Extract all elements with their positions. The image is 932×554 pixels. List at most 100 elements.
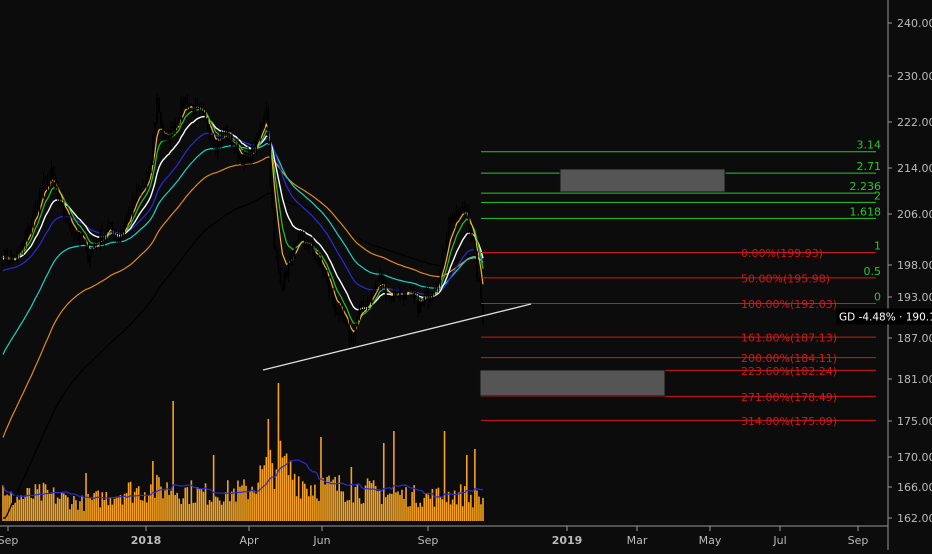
x-tick-label: Mar [627, 534, 648, 547]
volume-bar [6, 494, 8, 521]
price-candles-layer [2, 93, 484, 347]
volume-bar [160, 486, 162, 521]
price-candle [228, 129, 231, 144]
price-candle [103, 229, 106, 248]
volume-bar [474, 449, 476, 521]
price-candle [253, 141, 256, 159]
price-candle [18, 246, 21, 259]
price-candle [149, 159, 152, 174]
volume-bar [366, 478, 369, 521]
fib-ratio-label: 2 [874, 189, 881, 202]
fib-ratio-label: 1.618 [850, 205, 882, 218]
volume-bar [36, 489, 39, 521]
price-candle [313, 245, 316, 261]
volume-bar [358, 498, 361, 521]
volume-layer [2, 383, 484, 521]
price-candle [451, 212, 454, 222]
volume-bar [196, 487, 199, 521]
volume-bar [129, 481, 132, 521]
price-candle [295, 240, 298, 246]
volume-bar [231, 491, 233, 521]
price-candle [208, 124, 211, 145]
last-price-label: GD -4.48% · 190.14 [839, 311, 932, 323]
volume-bar [356, 484, 359, 521]
volume-bar [338, 475, 341, 521]
volume-bar [60, 492, 63, 521]
price-candle [263, 112, 266, 129]
volume-bar [180, 503, 183, 521]
price-candle [271, 178, 274, 210]
price-candle [56, 182, 59, 205]
price-candle [354, 321, 357, 345]
volume-bar [303, 483, 306, 521]
price-candle [283, 270, 286, 291]
volume-bar [287, 475, 290, 521]
price-candle [437, 279, 440, 293]
volume-bar [247, 499, 249, 521]
volume-bar [291, 479, 294, 521]
price-candle [141, 179, 144, 187]
volume-bar [382, 443, 385, 521]
price-candle [249, 150, 251, 167]
price-candle [4, 248, 6, 264]
price-candle [26, 222, 29, 242]
y-tick-label: 166.00 [897, 481, 932, 494]
volume-bar [2, 485, 4, 521]
volume-bar [368, 480, 371, 521]
price-candle [239, 155, 241, 161]
last-price-tag [836, 308, 932, 325]
volume-bar [281, 457, 284, 521]
price-candle [48, 171, 51, 191]
annotations-layer [262, 303, 532, 371]
volume-bar [340, 491, 343, 521]
price-candle [425, 286, 428, 299]
price-candle [401, 288, 403, 300]
price-candle [50, 160, 53, 183]
volume-bar [271, 463, 274, 521]
price-candle [176, 122, 179, 129]
volume-bar [370, 483, 373, 521]
price-candle [344, 317, 347, 328]
volume-bar [275, 469, 278, 521]
price-candle [419, 297, 422, 314]
price-candle [461, 201, 464, 211]
volume-bar [48, 493, 51, 521]
volume-bar [141, 500, 144, 521]
price-candle [224, 124, 227, 144]
volume-bar [89, 498, 91, 521]
price-candle [212, 133, 215, 149]
price-candle [275, 246, 278, 262]
price-candle [376, 278, 379, 290]
price-candle [362, 294, 365, 312]
volume-bar [259, 465, 262, 521]
fib-ratio-label: 1 [874, 240, 881, 253]
price-candle [338, 302, 341, 323]
volume-bar [50, 492, 53, 521]
x-tick-label: Apr [239, 534, 259, 547]
price-candle [273, 207, 276, 250]
volume-bar [38, 484, 41, 521]
volume-bar [52, 487, 55, 521]
price-candle [324, 267, 326, 278]
volume-bar [374, 486, 377, 521]
price-candle [356, 315, 359, 328]
volume-bar [372, 480, 375, 521]
price-candle [202, 103, 205, 115]
volume-bar [83, 510, 85, 521]
y-tick-label: 206.00 [897, 208, 932, 221]
volume-bar [237, 480, 239, 521]
volume-bar [113, 498, 116, 521]
volume-bar [453, 490, 456, 521]
price-candle [293, 241, 296, 262]
volume-bar [397, 491, 399, 521]
price-candle [222, 128, 225, 142]
volume-bar [427, 494, 430, 521]
volume-bar [393, 431, 395, 521]
volume-bar [439, 497, 442, 521]
price-candle [139, 185, 142, 196]
price-candle [447, 217, 450, 243]
price-candle [20, 242, 23, 255]
price-candle [230, 127, 233, 149]
volume-bar [109, 497, 112, 521]
